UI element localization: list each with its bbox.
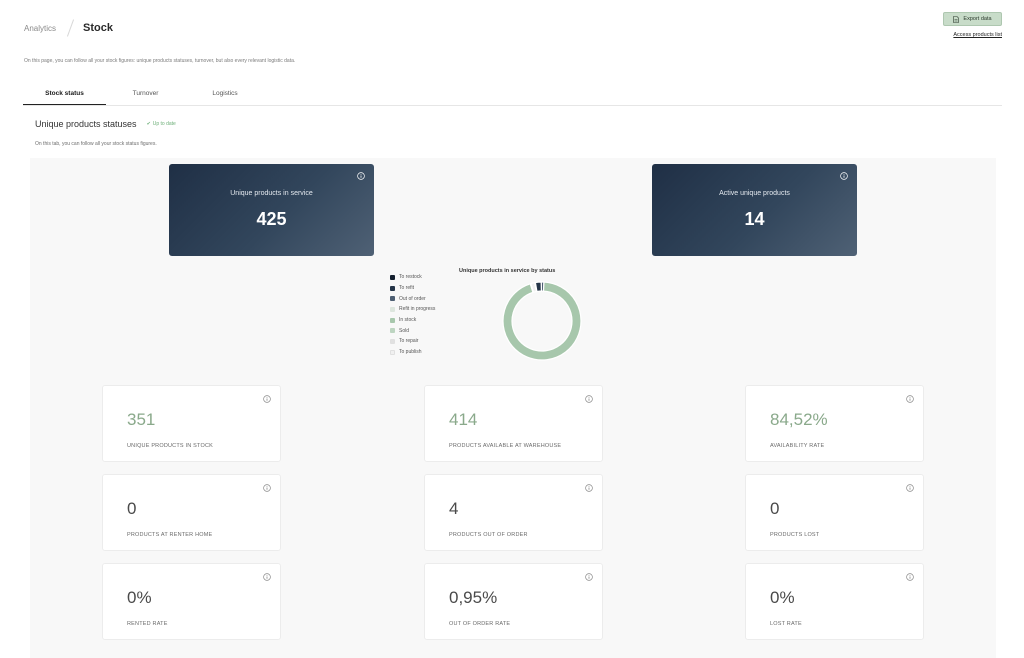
kpi-card: 84,52% AVAILABILITY RATE [745, 385, 924, 462]
kpi-label: PRODUCTS OUT OF ORDER [449, 532, 528, 538]
hero-card-products-in-service: Unique products in service 425 [169, 164, 374, 256]
kpi-card: 414 PRODUCTS AVAILABLE AT WAREHOUSE [424, 385, 603, 462]
info-icon[interactable] [585, 573, 593, 581]
kpi-card: 0% LOST RATE [745, 563, 924, 640]
info-icon[interactable] [263, 395, 271, 403]
kpi-card: 0 PRODUCTS LOST [745, 474, 924, 551]
check-icon: ✔ [146, 121, 151, 127]
legend-swatch [390, 306, 395, 312]
document-icon [953, 15, 960, 23]
legend-label: To refit [399, 285, 415, 292]
info-icon[interactable] [263, 573, 271, 581]
section-title: Unique products statuses [35, 119, 137, 129]
info-icon[interactable] [906, 395, 914, 403]
legend-label: To publish [399, 349, 422, 356]
legend-swatch [390, 338, 395, 344]
legend-label: In stock [399, 317, 417, 324]
export-data-label: Export data [963, 16, 992, 22]
kpi-label: UNIQUE PRODUCTS IN STOCK [127, 443, 213, 449]
info-icon[interactable] [906, 573, 914, 581]
kpi-value: 414 [449, 410, 478, 429]
legend-swatch [390, 317, 395, 323]
info-icon[interactable] [906, 484, 914, 492]
tab-turnover[interactable]: Turnover [132, 90, 159, 97]
page-description: On this page, you can follow all your st… [24, 58, 296, 64]
kpi-value: 351 [127, 410, 156, 429]
kpi-card: 0 PRODUCTS AT RENTER HOME [102, 474, 281, 551]
kpi-label: PRODUCTS AVAILABLE AT WAREHOUSE [449, 443, 562, 449]
info-icon[interactable] [840, 172, 848, 180]
legend-label: To restock [399, 274, 422, 281]
tab-bar: Stock status Turnover Logistics [23, 84, 1002, 106]
section-header: Unique products statuses ✔ Up to date [35, 119, 176, 129]
export-data-button[interactable]: Export data [943, 12, 1002, 26]
kpi-value: 4 [449, 499, 459, 518]
kpi-card: 0,95% OUT OF ORDER RATE [424, 563, 603, 640]
legend-item[interactable]: To repair [390, 336, 435, 347]
kpi-card: 351 UNIQUE PRODUCTS IN STOCK [102, 385, 281, 462]
legend-item[interactable]: Refit in progress [390, 304, 435, 315]
legend-label: Out of order [399, 295, 426, 302]
kpi-label: PRODUCTS LOST [770, 532, 820, 538]
hero-value: 14 [744, 209, 765, 229]
legend-item[interactable]: To publish [390, 347, 435, 358]
chart-title: Unique products in service by status [459, 268, 556, 274]
info-icon[interactable] [357, 172, 365, 180]
kpi-value: 0 [770, 499, 780, 518]
info-icon[interactable] [263, 484, 271, 492]
kpi-value: 84,52% [770, 410, 828, 429]
hero-card-active-products: Active unique products 14 [652, 164, 857, 256]
info-icon[interactable] [585, 484, 593, 492]
kpi-value: 0 [127, 499, 137, 518]
legend-item[interactable]: To restock [390, 272, 435, 283]
legend-item[interactable]: Sold [390, 325, 435, 336]
kpi-label: OUT OF ORDER RATE [449, 621, 511, 627]
breadcrumb-separator [66, 19, 75, 37]
tab-logistics[interactable]: Logistics [212, 90, 238, 97]
legend-swatch [390, 328, 395, 334]
legend-item[interactable]: In stock [390, 315, 435, 326]
kpi-label: PRODUCTS AT RENTER HOME [127, 532, 213, 538]
chart-legend: To restock To refit Out of order Refit in p… [390, 272, 435, 358]
kpi-card: 4 PRODUCTS OUT OF ORDER [424, 474, 603, 551]
status-badge: ✔ Up to date [147, 121, 176, 127]
donut-slice-to-publish[interactable] [530, 281, 538, 293]
legend-label: To repair [399, 338, 419, 345]
kpi-card: 0% RENTED RATE [102, 563, 281, 640]
legend-swatch [390, 274, 395, 280]
legend-swatch [390, 285, 395, 291]
legend-item[interactable]: To refit [390, 283, 435, 294]
legend-swatch [390, 349, 395, 355]
kpi-label: RENTED RATE [127, 621, 168, 627]
legend-label: Sold [399, 327, 410, 334]
hero-value: 425 [256, 209, 287, 229]
kpi-value: 0% [127, 588, 152, 607]
breadcrumb-parent[interactable]: Analytics [24, 23, 57, 33]
access-products-list-link[interactable]: Access products list [953, 32, 1002, 38]
status-label: Up to date [152, 121, 176, 127]
kpi-value: 0% [770, 588, 795, 607]
info-icon[interactable] [585, 395, 593, 403]
tab-stock-status[interactable]: Stock status [23, 84, 106, 105]
kpi-label: AVAILABILITY RATE [770, 443, 825, 449]
donut-slice-in-stock[interactable] [502, 281, 582, 361]
legend-item[interactable]: Out of order [390, 293, 435, 304]
hero-label: Active unique products [719, 190, 790, 197]
kpi-label: LOST RATE [770, 621, 802, 627]
page-title: Stock [83, 22, 113, 34]
breadcrumb: Analytics Stock [24, 19, 113, 37]
hero-label: Unique products in service [230, 190, 313, 197]
kpi-value: 0,95% [449, 588, 498, 607]
section-description: On this tab, you can follow all your sto… [35, 141, 157, 147]
donut-chart [502, 281, 582, 361]
legend-swatch [390, 296, 395, 302]
legend-label: Refit in progress [399, 306, 436, 313]
